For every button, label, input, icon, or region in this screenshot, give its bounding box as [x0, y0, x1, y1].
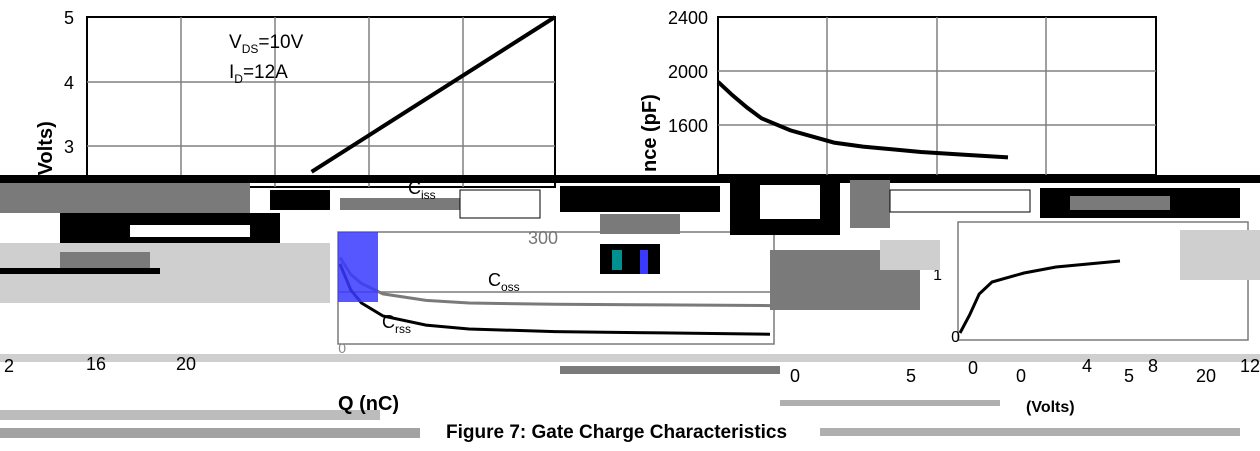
y-tick-2400: 2400: [668, 8, 708, 28]
bottom-tick-5a: 5: [906, 366, 916, 386]
x-tick-4: 4: [1082, 356, 1092, 376]
ciss-series: [716, 80, 1009, 160]
vds-annotation: VDS=10V: [229, 32, 304, 56]
capacitance-panel: 2400 2000 1600 nce (pF): [639, 8, 1157, 176]
small-right-panel: 1 0: [933, 221, 1249, 346]
y-axis-label: nce (pF): [639, 94, 661, 172]
bottom-tick-20b: 20: [1196, 366, 1216, 386]
cap-300-fragment: 300: [528, 228, 558, 248]
small-right-series: [958, 259, 1121, 334]
bottom-tick-16: 16: [86, 354, 106, 374]
figure-7-caption: Figure 7: Gate Charge Characteristics: [446, 422, 787, 443]
y-tick-1: 1: [933, 267, 942, 284]
coss-line: [338, 256, 771, 308]
lower-text-fragments: Ciss 300 2 16 20 0 5 0 0 4 5 8 20 12 Q (…: [4, 178, 1260, 443]
y-tick-3: 3: [64, 137, 74, 157]
y-tick-0: 0: [951, 329, 960, 346]
gate-charge-line: [310, 15, 557, 174]
y-tick-4: 4: [64, 73, 74, 93]
ciss-line: [716, 80, 1009, 160]
small-right-line: [958, 259, 1121, 334]
x-tick-8: 8: [1148, 356, 1158, 376]
bottom-tick-2: 2: [4, 356, 14, 376]
bottom-tick-0a: 0: [790, 366, 800, 386]
gate-charge-grid: [87, 17, 555, 187]
y-tick-1600: 1600: [668, 116, 708, 136]
bottom-tick-0c: 0: [1016, 366, 1026, 386]
coss-label: Coss: [488, 270, 520, 294]
gate-charge-series: [310, 15, 557, 174]
gate-charge-panel: 5 4 3 (Volts) VDS=10V ID=12A: [35, 8, 557, 188]
render-glitch-layer: [0, 175, 1260, 438]
y-axis-label: (Volts): [35, 121, 57, 182]
y-tick-2000: 2000: [668, 62, 708, 82]
id-annotation: ID=12A: [229, 62, 288, 86]
qg-axis-label: Q (nC): [338, 393, 399, 415]
bottom-tick-5b: 5: [1124, 366, 1134, 386]
capacitance-grid: [718, 17, 1156, 175]
volts-right-label: (Volts): [1026, 399, 1075, 416]
ciss-fragment: Ciss: [408, 178, 436, 202]
x-tick-12: 12: [1240, 356, 1260, 376]
bottom-tick-0b: 0: [968, 358, 978, 378]
bottom-tick-20: 20: [176, 354, 196, 374]
y-tick-5: 5: [64, 8, 74, 28]
y-tick-0: 0: [338, 340, 346, 356]
